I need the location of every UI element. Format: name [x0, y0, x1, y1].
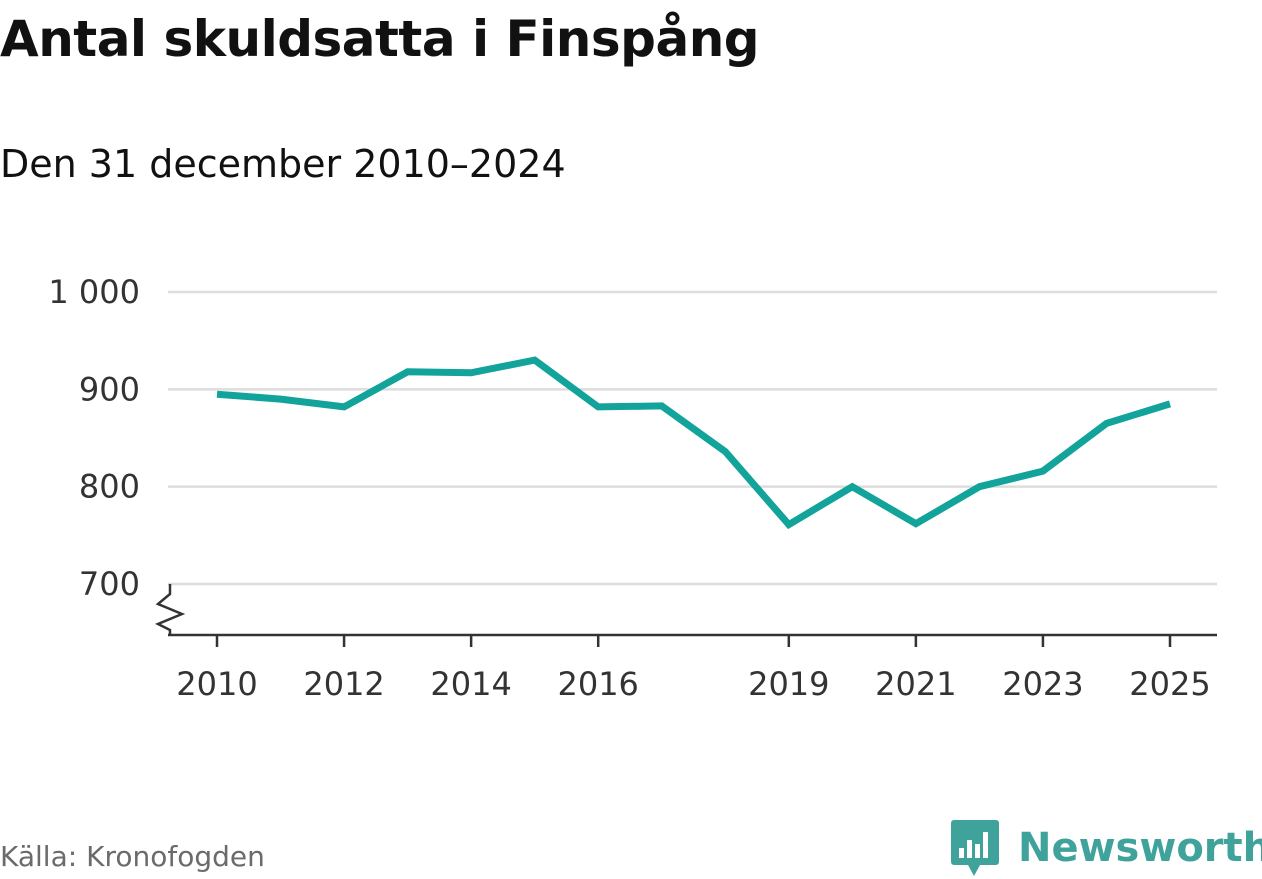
data-point-2010 [214, 391, 221, 398]
axis-break-zigzag [154, 584, 186, 635]
series-group [214, 356, 1174, 530]
x-tick-label-2021: 2021 [875, 665, 956, 703]
x-tick-label-2023: 2023 [1002, 665, 1083, 703]
y-tick-label-1000: 1 000 [48, 273, 140, 311]
data-point-2022 [976, 483, 983, 490]
data-point-2015 [531, 357, 538, 364]
data-point-2019 [785, 521, 792, 528]
newsworthy-logo: Newsworthy [950, 818, 1262, 878]
chart-title: Antal skuldsatta i Finspång [0, 10, 760, 68]
data-point-2014 [468, 369, 475, 376]
chart-subtitle: Den 31 december 2010–2024 [0, 142, 566, 186]
x-tick-label-2014: 2014 [430, 665, 511, 703]
data-point-2020 [849, 483, 856, 490]
data-point-2017 [658, 402, 665, 409]
y-axis-break [154, 584, 186, 635]
x-tick-labels: 2010 2012 2014 2016 2019 2021 2023 2025 [176, 665, 1210, 703]
y-tick-label-900: 900 [79, 370, 140, 408]
y-tick-label-700: 700 [79, 565, 140, 603]
data-point-2012 [341, 403, 348, 410]
chart-speech-bubble-icon [951, 820, 999, 876]
y-tick-label-800: 800 [79, 468, 140, 506]
data-point-2023 [1039, 468, 1046, 475]
x-tick-label-2025: 2025 [1129, 665, 1210, 703]
x-tick-label-2019: 2019 [748, 665, 829, 703]
data-point-2024 [1103, 420, 1110, 427]
x-tick-label-2016: 2016 [557, 665, 638, 703]
data-point-2016 [595, 403, 602, 410]
x-tick-label-2012: 2012 [303, 665, 384, 703]
series-line-0 [216, 356, 1172, 530]
data-point-2021 [912, 520, 919, 527]
x-axis [168, 633, 1217, 647]
data-point-2013 [404, 368, 411, 375]
gridlines [168, 290, 1217, 586]
source-note: Källa: Kronofogden [0, 840, 265, 873]
data-point-2011 [277, 396, 284, 403]
data-point-2025 [1167, 400, 1174, 407]
y-tick-labels: 700 800 900 1 000 [48, 273, 140, 603]
x-tick-label-2010: 2010 [176, 665, 257, 703]
data-point-2018 [722, 448, 729, 455]
brand-name: Newsworthy [1018, 825, 1262, 871]
